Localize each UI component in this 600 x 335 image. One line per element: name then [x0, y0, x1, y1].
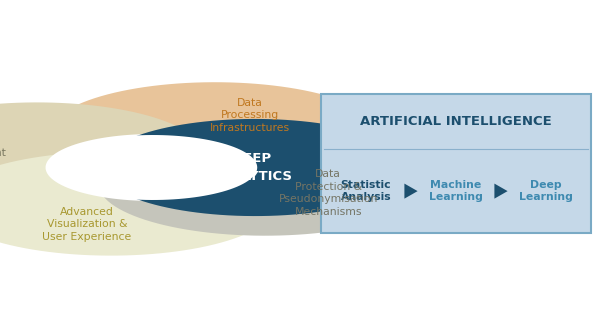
Text: Deep
Learning: Deep Learning: [519, 180, 573, 202]
Text: Data
Processing
Infrastructures: Data Processing Infrastructures: [209, 98, 290, 133]
Polygon shape: [100, 119, 411, 216]
Polygon shape: [46, 134, 260, 201]
Text: Data
Protection &
Pseudonymisation
Mechanisms: Data Protection & Pseudonymisation Mecha…: [278, 170, 378, 217]
FancyBboxPatch shape: [321, 94, 591, 233]
Polygon shape: [0, 103, 203, 206]
Polygon shape: [365, 133, 444, 202]
Polygon shape: [404, 184, 418, 199]
Text: Data
Management: Data Management: [0, 136, 7, 158]
Text: Advanced
Visualization &
User Experience: Advanced Visualization & User Experience: [42, 207, 131, 242]
Text: ARTIFICIAL INTELLIGENCE: ARTIFICIAL INTELLIGENCE: [360, 115, 552, 128]
Polygon shape: [98, 132, 431, 236]
Text: Statistic
Analysis: Statistic Analysis: [341, 180, 391, 202]
Polygon shape: [494, 184, 508, 199]
Text: DEEP
ANALYTICS: DEEP ANALYTICS: [212, 152, 293, 183]
Text: Machine
Learning: Machine Learning: [429, 180, 483, 202]
Polygon shape: [48, 82, 382, 186]
Polygon shape: [0, 152, 277, 256]
Polygon shape: [49, 135, 257, 200]
